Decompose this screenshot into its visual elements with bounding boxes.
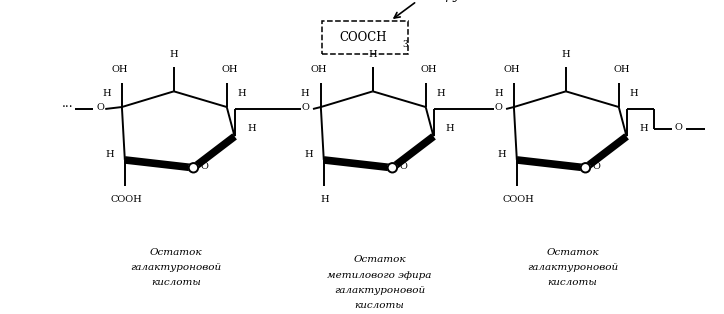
Text: O: O (301, 102, 309, 111)
Circle shape (581, 163, 590, 172)
Text: H: H (436, 89, 445, 98)
Text: O: O (399, 162, 407, 171)
Text: H: H (321, 195, 329, 204)
Text: OH: OH (421, 65, 437, 74)
Text: H: H (247, 124, 256, 133)
Text: кислоты: кислоты (355, 301, 405, 310)
Text: OH: OH (613, 65, 630, 74)
Text: Метоксигруппа: Метоксигруппа (381, 0, 482, 2)
Text: ···: ··· (62, 100, 74, 114)
Text: H: H (102, 89, 111, 98)
Text: метилового эфира: метилового эфира (327, 271, 432, 279)
Bar (322, 21, 408, 54)
Text: H: H (629, 89, 638, 98)
Text: H: H (237, 89, 245, 98)
Text: H: H (639, 124, 647, 133)
Text: галактуроновой: галактуроновой (527, 263, 618, 272)
Text: H: H (494, 89, 502, 98)
Text: H: H (446, 124, 455, 133)
Text: кислоты: кислоты (151, 278, 201, 287)
Text: H: H (369, 50, 377, 59)
Text: галактуроновой: галактуроновой (334, 286, 425, 295)
Text: H: H (498, 149, 507, 159)
Text: O: O (96, 102, 104, 111)
Text: COOH: COOH (111, 195, 143, 204)
Text: H: H (106, 149, 114, 159)
Text: Остаток: Остаток (149, 247, 202, 257)
Text: OH: OH (504, 65, 520, 74)
Text: O: O (201, 162, 209, 171)
Text: COOH: COOH (503, 195, 535, 204)
Text: Остаток: Остаток (353, 255, 406, 264)
Text: H: H (301, 89, 309, 98)
Text: H: H (169, 50, 178, 59)
Text: кислоты: кислоты (548, 278, 597, 287)
Text: Остаток: Остаток (547, 247, 599, 257)
Text: OH: OH (311, 65, 327, 74)
Text: OH: OH (222, 65, 238, 74)
Text: O: O (675, 123, 683, 132)
Text: H: H (305, 149, 313, 159)
Text: O: O (494, 102, 502, 111)
Circle shape (189, 163, 198, 172)
Text: 3: 3 (403, 40, 408, 49)
Text: галактуроновой: галактуроновой (130, 263, 222, 272)
Text: H: H (562, 50, 571, 59)
Text: OH: OH (111, 65, 128, 74)
Text: O: O (592, 162, 600, 171)
Circle shape (387, 163, 397, 172)
Text: COOCH: COOCH (340, 31, 387, 44)
